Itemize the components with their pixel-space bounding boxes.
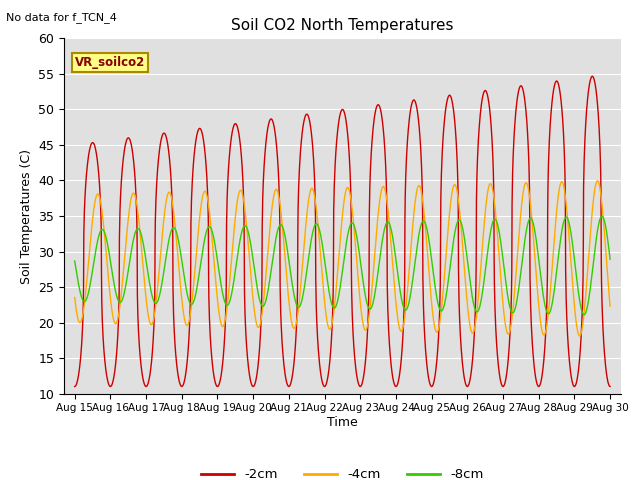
Legend: -2cm, -4cm, -8cm: -2cm, -4cm, -8cm: [195, 463, 490, 480]
Text: VR_soilco2: VR_soilco2: [75, 56, 145, 69]
X-axis label: Time: Time: [327, 416, 358, 429]
Y-axis label: Soil Temperatures (C): Soil Temperatures (C): [20, 148, 33, 284]
Text: No data for f_TCN_4: No data for f_TCN_4: [6, 12, 117, 23]
Title: Soil CO2 North Temperatures: Soil CO2 North Temperatures: [231, 18, 454, 33]
